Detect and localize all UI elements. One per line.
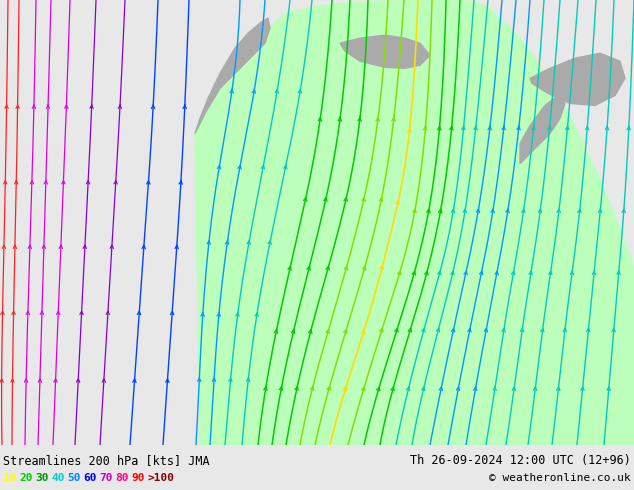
Polygon shape [520,96,565,164]
Text: 80: 80 [115,473,129,483]
Text: Th 26-09-2024 12:00 UTC (12+96): Th 26-09-2024 12:00 UTC (12+96) [410,454,631,467]
Text: 40: 40 [51,473,65,483]
Polygon shape [195,18,270,134]
Text: >100: >100 [147,473,174,483]
Text: 50: 50 [67,473,81,483]
Polygon shape [195,0,634,445]
Text: 30: 30 [35,473,48,483]
Polygon shape [530,53,625,105]
Text: 20: 20 [19,473,32,483]
Text: © weatheronline.co.uk: © weatheronline.co.uk [489,473,631,483]
Text: 90: 90 [131,473,145,483]
Text: 10: 10 [3,473,16,483]
Text: Streamlines 200 hPa [kts] JMA: Streamlines 200 hPa [kts] JMA [3,454,210,467]
Polygon shape [340,35,430,68]
Text: 60: 60 [83,473,96,483]
Text: 70: 70 [99,473,112,483]
